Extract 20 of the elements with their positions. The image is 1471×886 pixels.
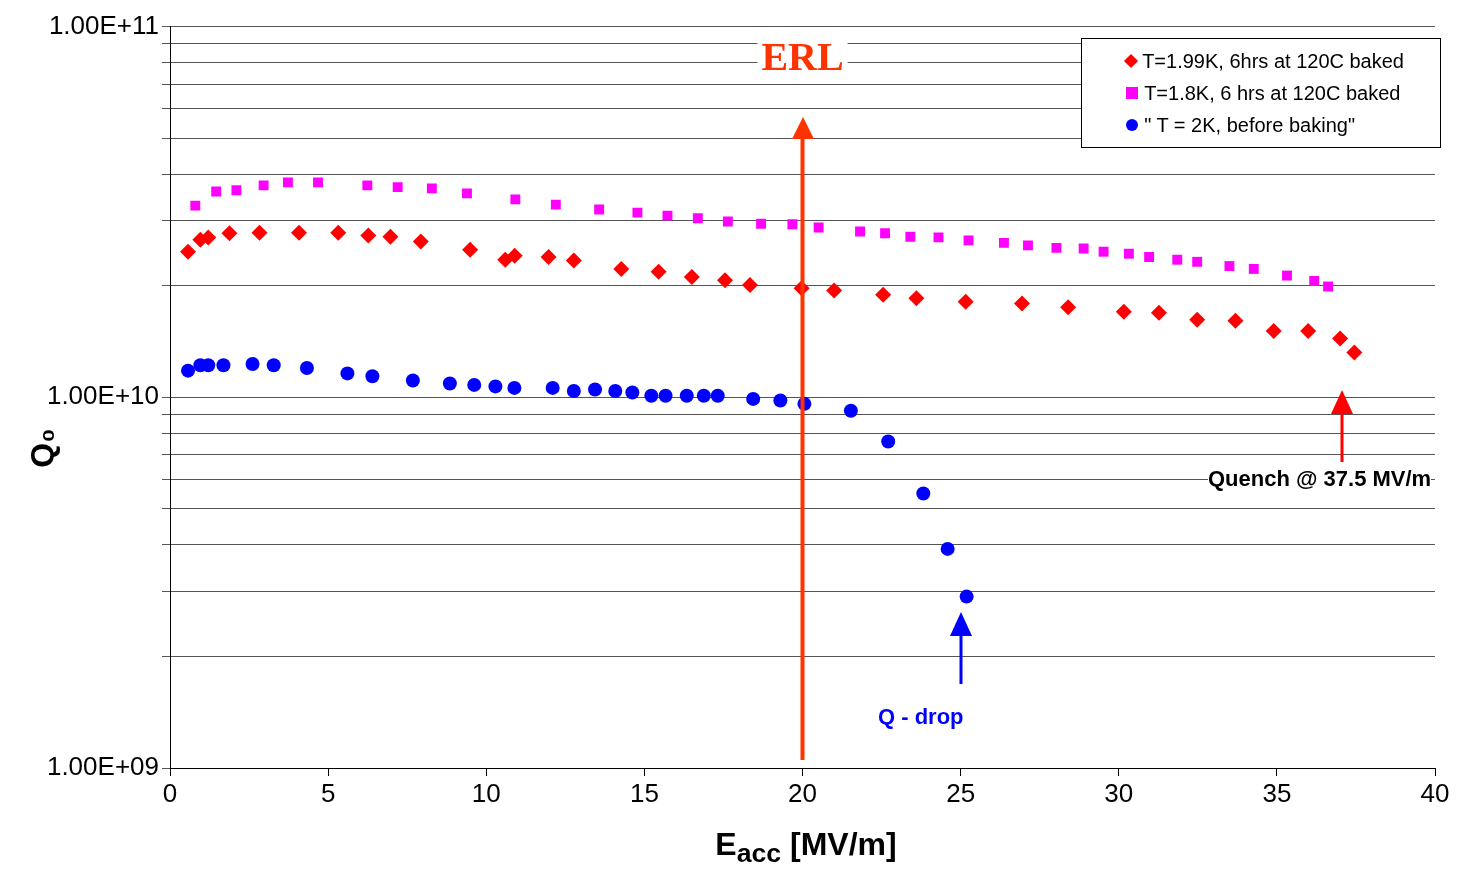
y-axis-title: Q₀ [23,428,61,468]
x-tick-label: 20 [788,777,817,808]
x-tick-label: 5 [320,777,336,808]
y-tick-label: 1.00E+11 [48,9,159,40]
x-axis-title: E$_{acc}$ [MV/m] [714,826,898,870]
x-tick-label: 0 [162,777,178,808]
annotation: Q - drop [878,704,964,730]
y-tick-label: 1.00E+09 [46,751,159,782]
legend-label: T=1.99K, 6hrs at 120C baked [1142,49,1404,74]
x-tick-label: 10 [471,777,501,808]
ref-line-label: ERL [761,33,844,79]
annotation: Quench @ 37.5 MV/m [1208,466,1432,492]
x-tick-label: 30 [1104,777,1134,808]
legend-label: T=1.8K, 6 hrs at 120C baked [1144,81,1401,106]
legend-label: " T = 2K, before baking" [1144,113,1355,138]
x-tick-label: 25 [946,777,976,808]
y-tick-label: 1.00E+10 [46,380,159,411]
x-tick-label: 15 [629,777,659,808]
x-tick-label: 35 [1262,777,1292,808]
x-tick-label: 40 [1420,777,1450,808]
